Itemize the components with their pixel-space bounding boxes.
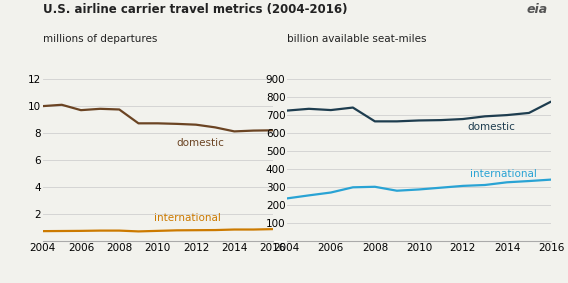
Text: millions of departures: millions of departures: [43, 34, 157, 44]
Text: eia: eia: [527, 3, 548, 16]
Text: domestic: domestic: [177, 138, 225, 149]
Text: international: international: [154, 213, 220, 223]
Text: international: international: [470, 169, 536, 179]
Text: U.S. airline carrier travel metrics (2004-2016): U.S. airline carrier travel metrics (200…: [43, 3, 347, 16]
Text: billion available seat-miles: billion available seat-miles: [287, 34, 427, 44]
Text: domestic: domestic: [467, 122, 515, 132]
